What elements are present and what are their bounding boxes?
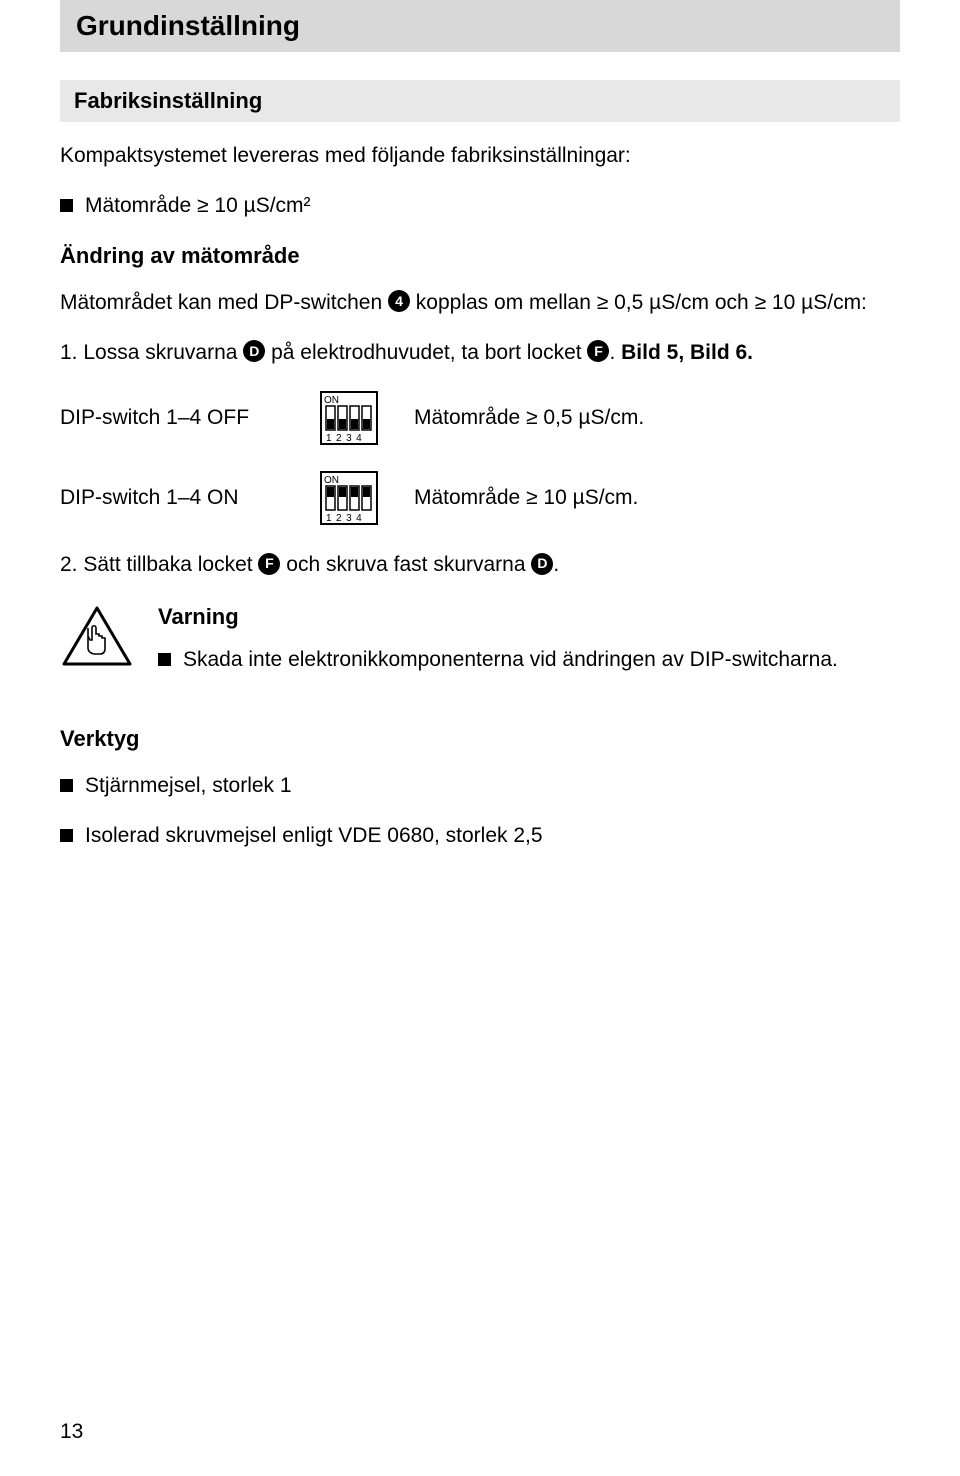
svg-text:1234: 1234 bbox=[326, 513, 366, 524]
dip-off-right: Mätområde ≥ 0,5 µS/cm. bbox=[414, 406, 644, 430]
svg-text:ON: ON bbox=[324, 395, 339, 406]
square-bullet-icon bbox=[158, 653, 171, 666]
warning-bullet-text: Skada inte elektronikkomponenterna vid ä… bbox=[183, 646, 838, 674]
warning-block: Varning Skada inte elektronikkomponenter… bbox=[60, 604, 900, 696]
svg-text:ON: ON bbox=[324, 475, 339, 486]
dip-on-left: DIP-switch 1–4 ON bbox=[60, 486, 320, 510]
step1-a: 1. Lossa skruvarna bbox=[60, 341, 243, 364]
step1-c: . bbox=[609, 341, 621, 364]
dip-switch-off-icon: ON 1234 bbox=[320, 391, 378, 445]
warning-title: Varning bbox=[158, 604, 900, 630]
square-bullet-icon bbox=[60, 779, 73, 792]
factory-bullet-text: Mätområde ≥ 10 µS/cm² bbox=[85, 192, 311, 220]
square-bullet-icon bbox=[60, 199, 73, 212]
circle-f-icon: F bbox=[587, 340, 609, 362]
dip-row-off: DIP-switch 1–4 OFF ON 1234 Mätområde ≥ 0,… bbox=[60, 391, 900, 445]
line1-part-a: Mätområdet kan med DP-switchen bbox=[60, 291, 388, 314]
circle-d2-icon: D bbox=[531, 553, 553, 575]
tools-bullet-1: Stjärnmejsel, storlek 1 bbox=[60, 772, 900, 800]
warning-body: Varning Skada inte elektronikkomponenter… bbox=[158, 604, 900, 696]
factory-intro: Kompaktsystemet levereras med följande f… bbox=[60, 142, 900, 170]
warning-triangle-icon bbox=[60, 604, 134, 670]
dip-on-right: Mätområde ≥ 10 µS/cm. bbox=[414, 486, 638, 510]
step2-a: 2. Sätt tillbaka locket bbox=[60, 553, 258, 576]
step1-bold: Bild 5, Bild 6. bbox=[621, 341, 753, 364]
circle-f2-icon: F bbox=[258, 553, 280, 575]
factory-bullet-row: Mätområde ≥ 10 µS/cm² bbox=[60, 192, 900, 220]
step1-b: på elektrodhuvudet, ta bort locket bbox=[265, 341, 587, 364]
page-title-bar: Grundinställning bbox=[60, 0, 900, 52]
warning-bullet-row: Skada inte elektronikkomponenterna vid ä… bbox=[158, 646, 900, 674]
square-bullet-icon bbox=[60, 829, 73, 842]
svg-text:1234: 1234 bbox=[326, 433, 366, 444]
change-range-line1: Mätområdet kan med DP-switchen 4 kopplas… bbox=[60, 289, 900, 317]
circle-4-icon: 4 bbox=[388, 290, 410, 312]
subheading-change-range: Ändring av mätområde bbox=[60, 243, 900, 269]
tools-heading: Verktyg bbox=[60, 726, 900, 752]
page-number: 13 bbox=[60, 1420, 83, 1444]
step2-b: och skruva fast skurvarna bbox=[280, 553, 531, 576]
dip-switch-on-icon: ON 1234 bbox=[320, 471, 378, 525]
line1-part-b: kopplas om mellan ≥ 0,5 µS/cm och ≥ 10 µ… bbox=[410, 291, 867, 314]
step-2: 2. Sätt tillbaka locket F och skruva fas… bbox=[60, 551, 900, 579]
page-title: Grundinställning bbox=[76, 10, 884, 42]
tools-b2-text: Isolerad skruvmejsel enligt VDE 0680, st… bbox=[85, 822, 543, 850]
step-1: 1. Lossa skruvarna D på elektrodhuvudet,… bbox=[60, 339, 900, 367]
dip-row-on: DIP-switch 1–4 ON ON 1234 Mätområde ≥ 10 … bbox=[60, 471, 900, 525]
subheading-factory: Fabriksinställning bbox=[60, 80, 900, 122]
circle-d-icon: D bbox=[243, 340, 265, 362]
subheading-factory-text: Fabriksinställning bbox=[74, 88, 886, 114]
dip-off-left: DIP-switch 1–4 OFF bbox=[60, 406, 320, 430]
tools-b1-text: Stjärnmejsel, storlek 1 bbox=[85, 772, 292, 800]
tools-bullet-2: Isolerad skruvmejsel enligt VDE 0680, st… bbox=[60, 822, 900, 850]
step2-c: . bbox=[553, 553, 559, 576]
